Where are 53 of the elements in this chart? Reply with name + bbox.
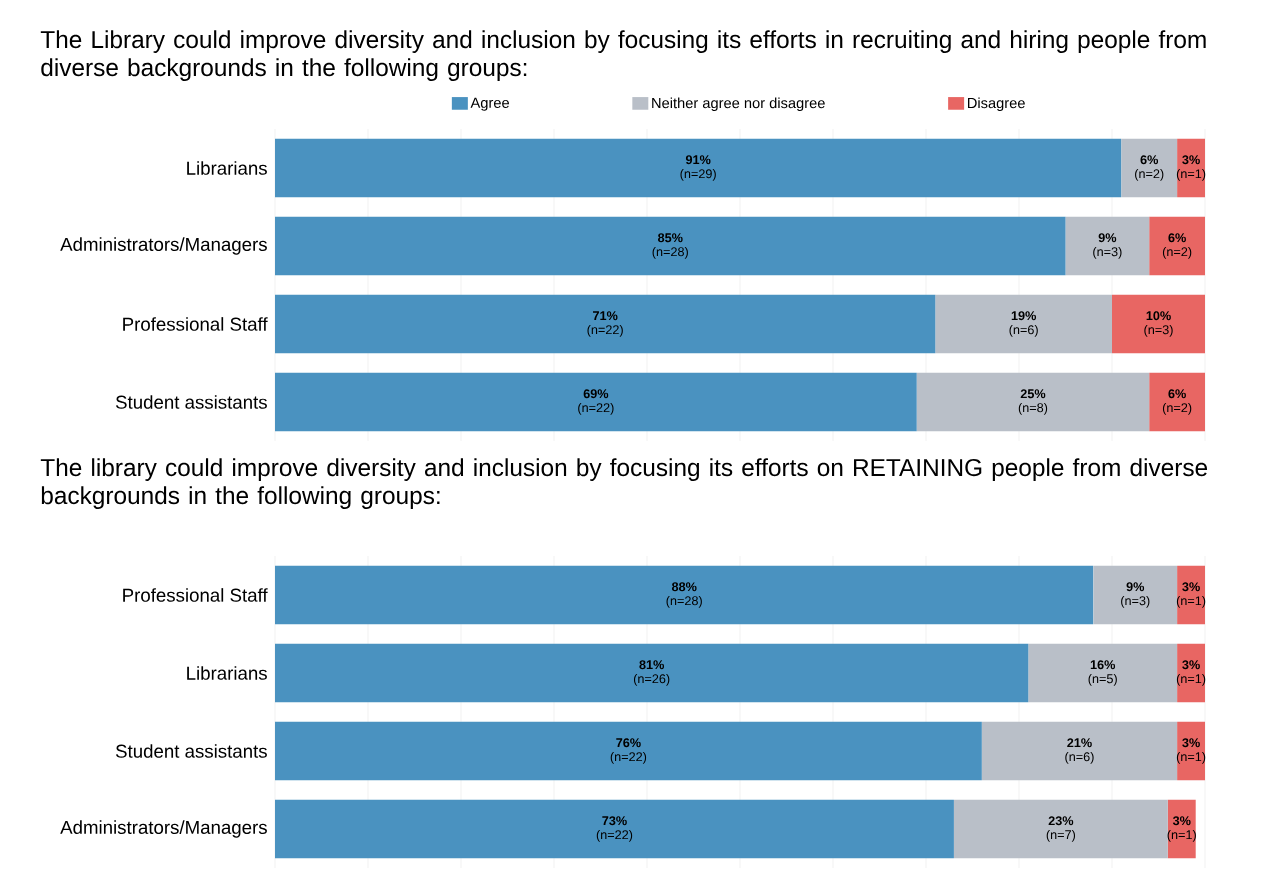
bar <box>1112 294 1206 354</box>
bar <box>275 294 936 354</box>
bar <box>1121 138 1178 198</box>
legend-label: Disagree <box>968 97 1025 112</box>
data-label: 81% (n=26) <box>633 660 670 686</box>
bar <box>1093 565 1178 625</box>
bar <box>953 799 1168 859</box>
data-label: 85% (n=28) <box>652 233 688 259</box>
bar <box>916 372 1150 432</box>
data-label: 9% (n=3) <box>1093 233 1122 259</box>
data-label: 73% (n=22) <box>596 816 633 842</box>
bar <box>275 565 1094 625</box>
y-tick-label: Professional Staff <box>123 317 268 331</box>
bar <box>1028 643 1178 703</box>
bar <box>275 216 1066 276</box>
data-label: 21% (n=6) <box>1065 738 1094 764</box>
data-label: 10% (n=3) <box>1144 311 1173 337</box>
data-label: 9% (n=3) <box>1121 582 1150 608</box>
chart-title: The library could improve diversity and inclusion by focusing its efforts on RETAINING people from diverse backgrounds in the following groups: <box>40 458 1208 509</box>
data-label: 16% (n=5) <box>1088 660 1117 686</box>
y-tick-label: Librarians <box>187 161 267 175</box>
bar <box>275 643 1029 703</box>
data-label: 71% (n=22) <box>587 311 623 337</box>
legend-label: Neither agree nor disagree <box>652 97 825 112</box>
bar <box>981 721 1178 781</box>
bar <box>275 372 917 432</box>
data-label: 6% (n=2) <box>1162 233 1192 259</box>
bar <box>275 721 982 781</box>
chart-title: The Library could improve diversity and inclusion by focusing its efforts in recruiting and hiring people from diverse backgrounds in the following groups: <box>40 30 1206 81</box>
bar <box>1149 216 1206 276</box>
data-label: 3% (n=1) <box>1167 816 1196 842</box>
bar <box>275 799 954 859</box>
data-label: 76% (n=22) <box>610 738 647 764</box>
bar <box>935 294 1112 354</box>
data-label: 6% (n=2) <box>1162 389 1192 415</box>
y-tick-label: Librarians <box>187 666 267 680</box>
y-tick-label: Administrators/Managers <box>60 237 267 255</box>
y-tick-label: Administrators/Managers <box>60 820 267 838</box>
data-label: 88% (n=28) <box>666 582 702 608</box>
y-tick-label: Professional Staff <box>123 588 268 602</box>
data-label: 25% (n=8) <box>1018 389 1048 415</box>
bar <box>1065 216 1150 276</box>
bar <box>275 138 1122 198</box>
data-label: 19% (n=6) <box>1009 311 1038 337</box>
data-label: 6% (n=2) <box>1135 155 1164 181</box>
data-label: 69% (n=22) <box>578 389 614 415</box>
data-label: 91% (n=29) <box>680 155 716 181</box>
legend-label: Agree <box>470 97 509 111</box>
y-tick-label: Student assistants <box>115 744 267 758</box>
data-label: 23% (n=7) <box>1046 816 1076 842</box>
bar <box>1149 372 1206 432</box>
y-tick-label: Student assistants <box>115 395 267 409</box>
bar <box>1167 799 1196 859</box>
